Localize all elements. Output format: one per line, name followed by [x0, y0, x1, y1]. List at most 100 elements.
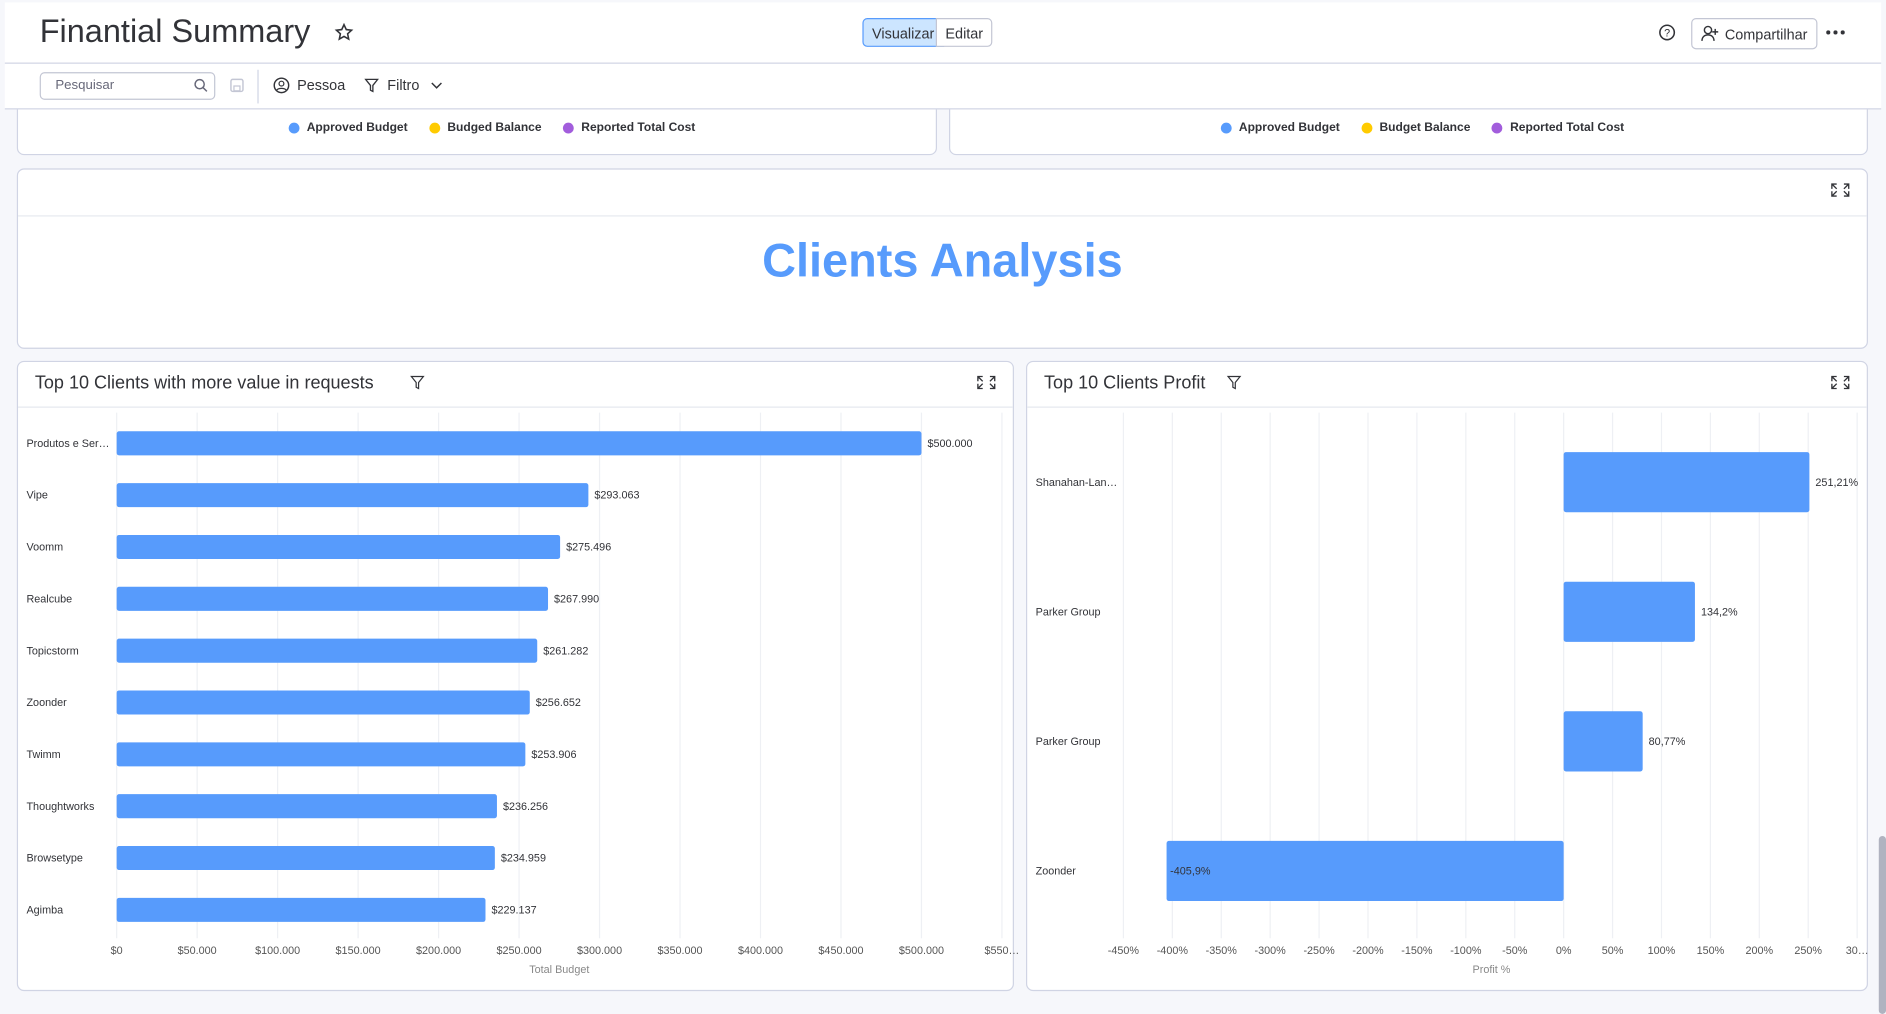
legend-label: Budget Balance: [1379, 121, 1471, 135]
x-tick-label: $400.000: [738, 945, 783, 957]
y-tick-label: Vipe: [26, 490, 47, 502]
legend-label: Reported Total Cost: [581, 121, 696, 135]
x-tick-label: $200.000: [416, 945, 461, 957]
x-tick-label: $250.000: [497, 945, 542, 957]
y-tick-label: Thoughtworks: [26, 801, 95, 813]
x-tick-label: -250%: [1303, 945, 1335, 957]
x-axis-title: Profit %: [1473, 964, 1511, 976]
legend-label: Reported Total Cost: [1510, 121, 1625, 135]
edit-button[interactable]: Editar: [935, 18, 993, 47]
expand-icon[interactable]: [1831, 375, 1850, 390]
filter-icon: [364, 78, 379, 93]
bar: [116, 690, 530, 715]
y-tick-label: Zoonder: [26, 697, 67, 709]
y-tick-label: Shanahan-Lan…: [1036, 477, 1118, 489]
person-icon: [273, 77, 290, 94]
legend-swatch: [1361, 122, 1373, 134]
star-icon[interactable]: [334, 22, 354, 42]
filter-button[interactable]: Filtro: [387, 76, 420, 94]
x-tick-label: $100.000: [255, 945, 300, 957]
data-label: $234.959: [501, 853, 546, 865]
bar: [116, 794, 497, 819]
x-tick-label: $500.000: [899, 945, 944, 957]
x-tick-label: -150%: [1401, 945, 1433, 957]
x-tick-label: 200%: [1745, 945, 1773, 957]
bar: [1563, 452, 1810, 513]
data-label: -405,9%: [1170, 866, 1211, 878]
top-bar: Finantial Summary Visualizar Editar ? Co…: [4, 2, 1882, 110]
chevron-icon[interactable]: [431, 81, 443, 91]
bar: [116, 638, 538, 663]
legend-swatch: [563, 122, 575, 134]
legend-label: Approved Budget: [1238, 121, 1340, 135]
bar: [116, 483, 589, 508]
filter-icon[interactable]: [410, 375, 425, 390]
expand-icon[interactable]: [1831, 183, 1850, 197]
x-tick-label: -300%: [1255, 945, 1287, 957]
share-button[interactable]: Compartilhar: [1691, 18, 1818, 50]
bar: [116, 845, 495, 871]
bar: [116, 897, 486, 922]
filter-icon[interactable]: [1226, 375, 1242, 390]
scrollbar-thumb[interactable]: [1878, 835, 1886, 1014]
chart-title: Top 10 Clients with more value in reques…: [35, 373, 374, 393]
page-title: Finantial Summary: [39, 13, 311, 50]
legend-label: Budged Balance: [447, 121, 542, 135]
search-icon: [194, 78, 208, 92]
legend-swatch: [288, 122, 300, 134]
x-axis-title: Total Budget: [529, 964, 589, 976]
x-tick-label: -450%: [1108, 945, 1140, 957]
legend-item: Reported Total Cost: [1492, 121, 1625, 135]
y-tick-label: Browsetype: [26, 853, 83, 865]
data-label: $253.906: [531, 749, 576, 761]
data-label: $275.496: [566, 542, 611, 554]
bar: [116, 534, 561, 560]
y-tick-label: Zoonder: [1036, 866, 1077, 878]
banner-panel: Clients Analysis: [16, 168, 1868, 349]
person-filter[interactable]: Pessoa: [297, 76, 346, 94]
data-label: $256.652: [536, 697, 581, 709]
more-icon[interactable]: [1826, 29, 1845, 36]
x-tick-label: $0: [111, 945, 123, 957]
legend-item: Budget Balance: [1361, 121, 1471, 135]
data-label: 251,21%: [1815, 477, 1858, 489]
x-tick-label: 150%: [1697, 945, 1725, 957]
x-tick-label: $150.000: [336, 945, 381, 957]
x-tick-label: 50%: [1602, 945, 1624, 957]
x-tick-label: -100%: [1450, 945, 1482, 957]
y-tick-label: Realcube: [26, 593, 72, 605]
x-tick-label: -400%: [1157, 945, 1189, 957]
data-label: $229.137: [492, 904, 537, 916]
legend-swatch: [429, 122, 441, 134]
y-tick-label: Topicstorm: [26, 645, 78, 657]
data-label: $236.256: [503, 801, 548, 813]
divider: [4, 62, 1882, 64]
svg-text:?: ?: [1664, 28, 1670, 40]
x-tick-label: $550…: [985, 945, 1020, 957]
help-icon[interactable]: ?: [1659, 24, 1676, 41]
data-label: 80,77%: [1649, 736, 1686, 748]
view-button[interactable]: Visualizar: [862, 18, 944, 47]
x-tick-label: $300.000: [577, 945, 622, 957]
legend-swatch: [1492, 122, 1503, 134]
bar: [116, 586, 549, 611]
divider: [257, 69, 259, 104]
save-icon[interactable]: [230, 78, 244, 93]
x-tick-label: $450.000: [818, 945, 863, 957]
search-box[interactable]: Pesquisar: [39, 72, 216, 100]
y-tick-label: Parker Group: [1036, 736, 1101, 748]
bar: [116, 742, 526, 767]
legend-swatch: [1220, 122, 1232, 134]
x-tick-label: 30…: [1846, 945, 1869, 957]
banner-title: Clients Analysis: [762, 235, 1123, 288]
legend: Approved Budget Budged Balance Reported To…: [288, 121, 696, 135]
legend-item: Budged Balance: [429, 121, 542, 135]
expand-icon[interactable]: [977, 375, 996, 390]
x-tick-label: 100%: [1648, 945, 1676, 957]
legend-item: Approved Budget: [288, 121, 408, 135]
bar: [116, 431, 922, 456]
x-tick-label: -350%: [1206, 945, 1238, 957]
